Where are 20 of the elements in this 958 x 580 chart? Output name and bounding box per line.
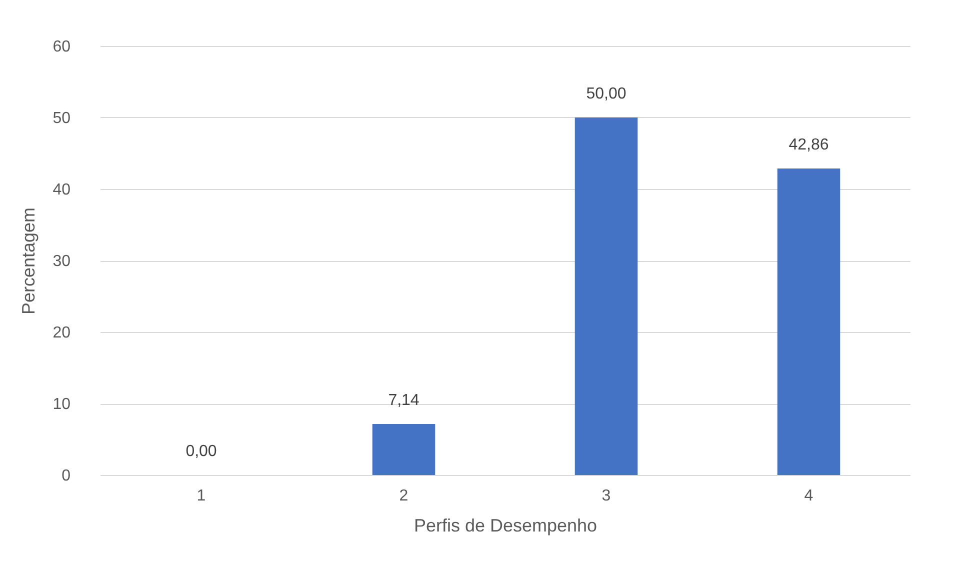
bar xyxy=(574,118,638,475)
y-tick-label: 10 xyxy=(52,396,71,413)
x-tick-label: 3 xyxy=(602,488,611,504)
data-label: 7,14 xyxy=(388,392,420,409)
y-tick-label: 40 xyxy=(52,182,71,198)
y-tick-label: 50 xyxy=(52,110,71,127)
data-label: 50,00 xyxy=(586,86,626,102)
y-tick-label: 30 xyxy=(52,253,71,270)
x-tick-label: 2 xyxy=(399,488,408,504)
y-tick-label: 60 xyxy=(52,38,71,56)
y-tick-label: 0 xyxy=(62,468,71,484)
y-tick-label: 20 xyxy=(52,324,71,342)
bar xyxy=(372,424,436,475)
x-tick-label: 4 xyxy=(804,488,814,504)
data-label: 42,86 xyxy=(788,136,829,154)
y-axis-title: Percentagem xyxy=(18,207,39,315)
data-label: 0,00 xyxy=(186,443,217,460)
x-tick-label: 1 xyxy=(196,488,206,504)
bar xyxy=(777,168,840,475)
x-axis-title: Perfis de Desempenho xyxy=(414,516,598,536)
